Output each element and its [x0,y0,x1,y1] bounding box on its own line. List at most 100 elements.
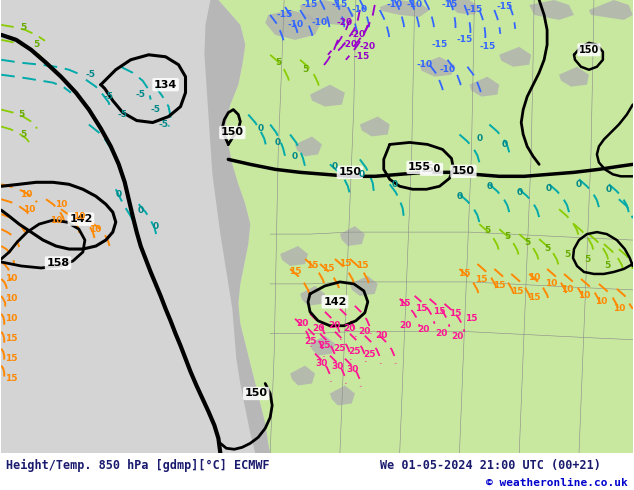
Polygon shape [290,366,315,386]
Text: -10: -10 [312,19,328,27]
Text: 15: 15 [5,354,17,363]
Text: 150: 150 [221,127,244,138]
Text: 20: 20 [436,329,448,338]
Text: 15: 15 [289,268,301,276]
Polygon shape [330,386,355,405]
Text: 0: 0 [153,221,158,231]
Text: -10: -10 [417,60,432,69]
Text: -20: -20 [359,42,376,51]
Text: 15: 15 [415,304,428,313]
Text: 25: 25 [363,350,376,359]
Polygon shape [450,0,479,15]
Text: 0: 0 [486,182,493,191]
Text: 5: 5 [18,110,24,119]
Text: 10: 10 [23,205,36,214]
Text: 15: 15 [339,260,351,269]
Text: 30: 30 [332,362,344,371]
Text: 15: 15 [433,307,446,317]
Text: 15: 15 [528,294,540,302]
Text: 15: 15 [450,309,462,318]
Text: 158: 158 [46,258,70,268]
Text: 0: 0 [606,185,612,194]
Text: 0: 0 [392,180,398,189]
Polygon shape [300,0,355,25]
Text: 0: 0 [456,192,463,201]
Text: 15: 15 [321,265,334,273]
Text: -10: -10 [387,0,403,9]
Text: 0: 0 [516,188,522,197]
Text: 15: 15 [493,281,505,291]
Polygon shape [204,0,270,453]
Text: 15: 15 [5,334,17,343]
Text: 150: 150 [452,166,475,176]
Text: -5: -5 [158,120,169,129]
Text: 0: 0 [576,180,582,189]
Text: 10: 10 [612,304,625,313]
Text: 10: 10 [89,224,101,234]
Text: 0: 0 [359,170,365,179]
Polygon shape [310,336,335,356]
Text: 0: 0 [476,134,482,143]
Text: 30: 30 [316,359,328,368]
Text: -15: -15 [479,42,495,51]
Text: 0: 0 [275,138,281,147]
Text: -5: -5 [86,70,96,79]
Text: 15: 15 [5,374,17,383]
Text: 15: 15 [475,275,488,284]
Polygon shape [280,246,308,266]
Text: 150: 150 [422,164,442,174]
Text: We 01-05-2024 21:00 UTC (00+21): We 01-05-2024 21:00 UTC (00+21) [380,459,601,471]
Text: 10: 10 [73,212,85,220]
Polygon shape [589,0,633,20]
Text: 10: 10 [5,274,17,283]
Polygon shape [420,57,455,77]
Text: 15: 15 [465,314,477,323]
Text: -10: -10 [352,5,368,15]
Polygon shape [295,137,322,156]
Polygon shape [360,117,390,137]
Text: 0: 0 [138,206,144,215]
Polygon shape [218,0,633,453]
Text: 0: 0 [115,190,122,199]
Text: 5: 5 [484,225,491,235]
Text: -15: -15 [277,10,294,20]
Text: 20: 20 [312,324,324,333]
Polygon shape [265,10,320,40]
Text: 0: 0 [292,152,298,161]
Text: © weatheronline.co.uk: © weatheronline.co.uk [486,478,628,489]
Text: -15: -15 [431,40,448,49]
Text: 20: 20 [296,319,308,328]
Text: 10: 10 [5,294,17,303]
Text: 5: 5 [564,249,570,259]
Text: -10: -10 [406,0,423,9]
Text: 10: 10 [595,297,607,306]
Text: 5: 5 [524,238,530,246]
Text: 150: 150 [579,45,599,55]
Text: -15: -15 [456,35,472,45]
Text: -15: -15 [496,2,512,11]
Polygon shape [350,276,378,296]
Text: 20: 20 [359,327,371,336]
Text: 5: 5 [20,24,26,32]
Text: -5: -5 [151,105,160,114]
Text: 20: 20 [417,325,430,334]
Text: 20: 20 [329,321,341,330]
Polygon shape [380,0,430,17]
Text: Height/Temp. 850 hPa [gdmp][°C] ECMWF: Height/Temp. 850 hPa [gdmp][°C] ECMWF [6,459,270,471]
Text: 20: 20 [451,332,463,341]
Text: -5: -5 [136,90,146,99]
Text: 15: 15 [356,262,368,270]
Text: 25: 25 [304,337,316,346]
Text: 155: 155 [408,162,431,172]
Text: 15: 15 [458,270,470,278]
Text: 15: 15 [511,287,524,296]
Polygon shape [500,47,531,67]
Text: -20: -20 [337,19,353,27]
Text: 5: 5 [20,130,26,139]
Text: 10: 10 [578,292,590,300]
Polygon shape [310,85,345,107]
Text: 0: 0 [546,184,552,193]
Text: 5: 5 [275,58,281,67]
Text: 0: 0 [257,124,263,133]
Text: 20: 20 [399,321,412,330]
